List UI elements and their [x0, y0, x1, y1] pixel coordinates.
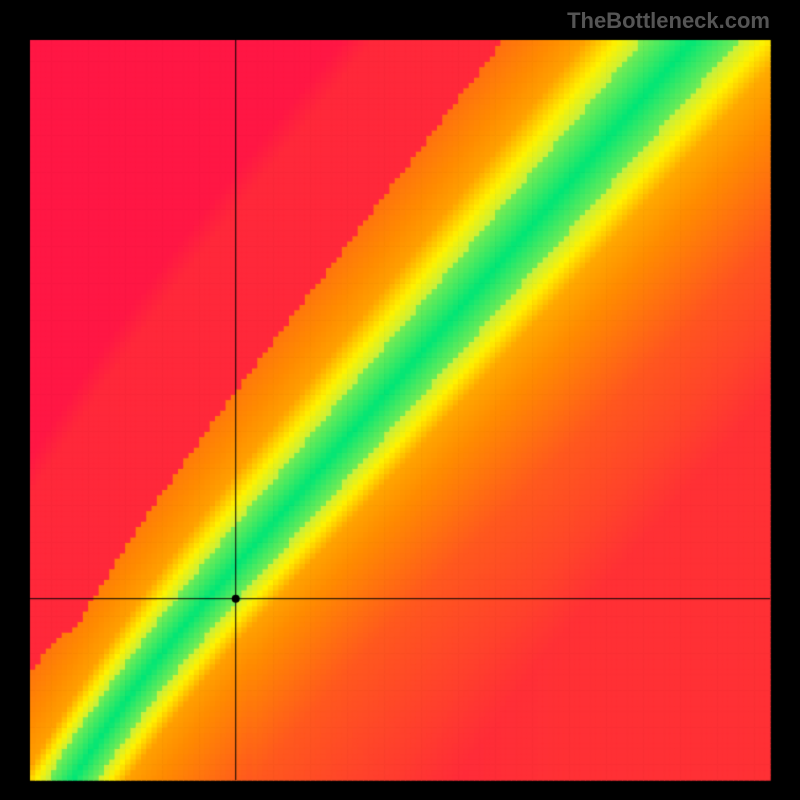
watermark-text: TheBottleneck.com — [567, 8, 770, 34]
bottleneck-heatmap — [0, 0, 800, 800]
